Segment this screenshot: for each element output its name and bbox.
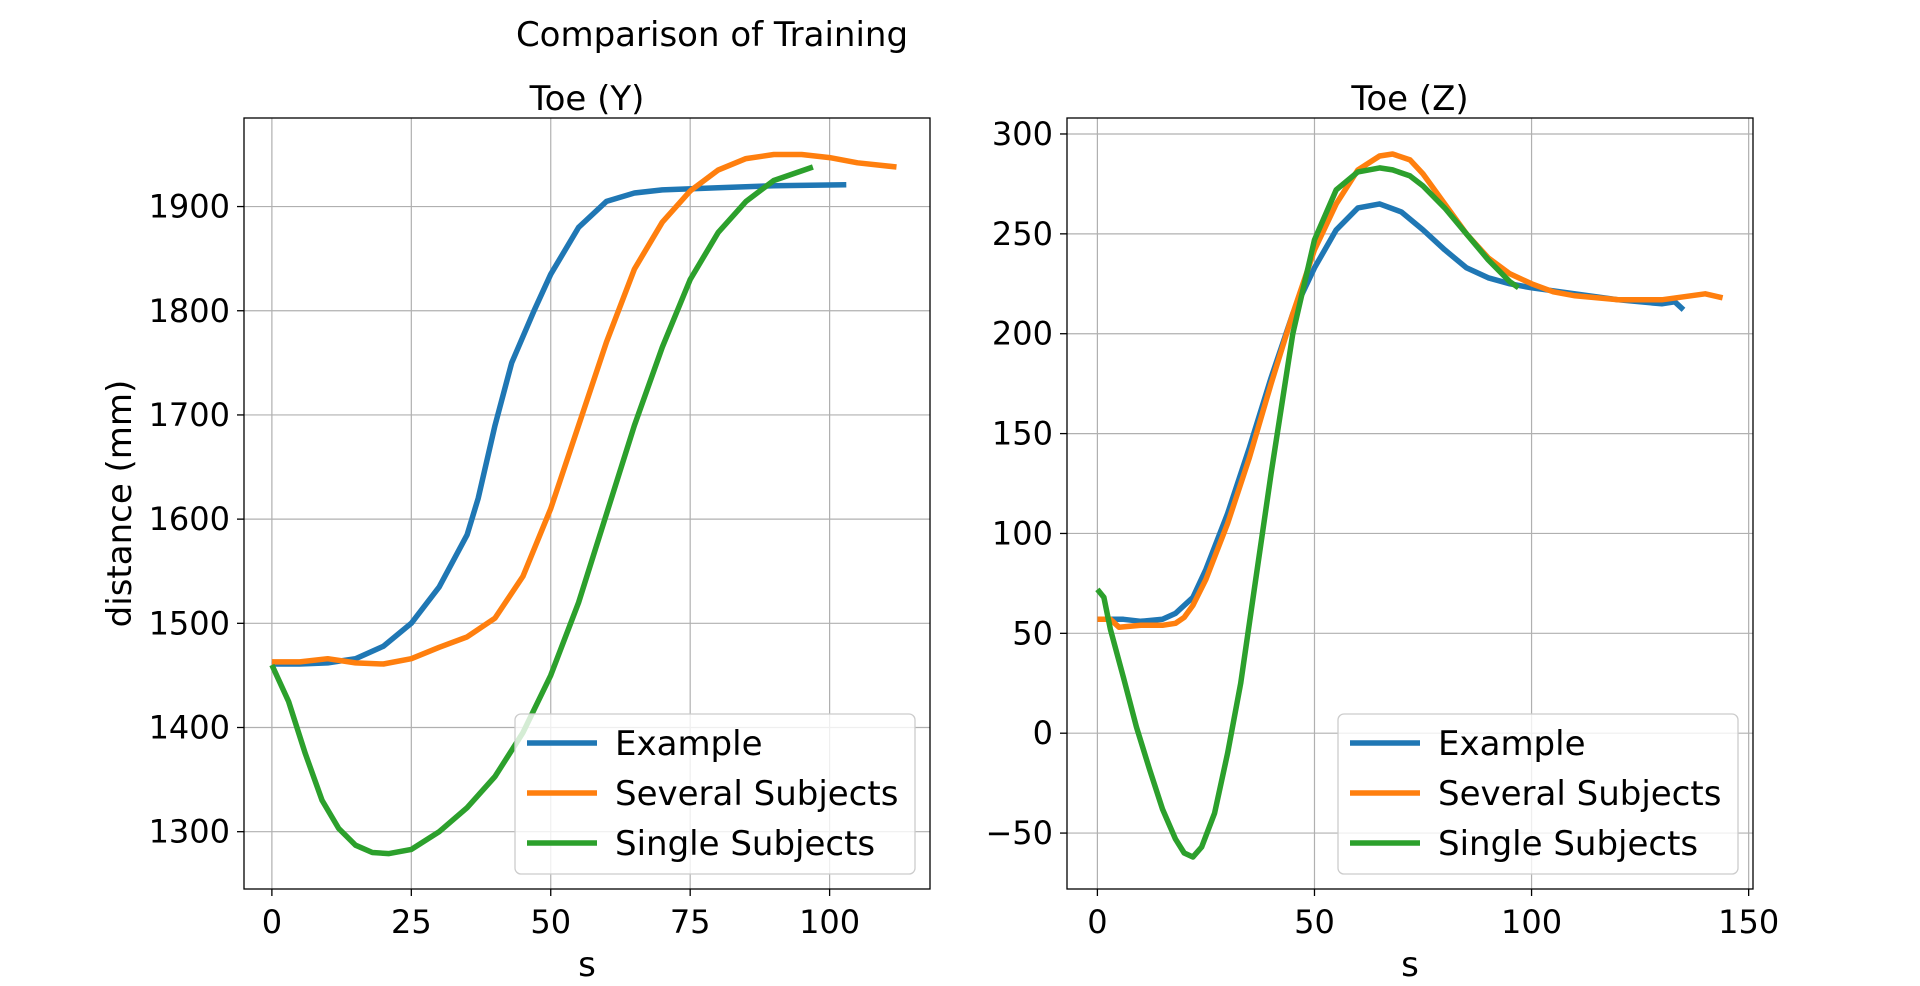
series-line-example [1097,201,1686,625]
y-tick-label: 300 [992,115,1053,153]
x-axis-label: s [578,945,596,985]
figure-title: Comparison of Training [516,15,908,55]
x-tick-label: 25 [391,903,432,941]
y-tick-label: 1800 [149,292,230,330]
x-tick-label: 0 [262,903,282,941]
x-tick-label: 50 [1294,903,1335,941]
y-tick-label: 250 [992,215,1053,253]
y-tick-label: 1500 [149,604,230,642]
y-tick-label: 1400 [149,709,230,747]
legend-label-several-subjects: Several Subjects [615,774,898,814]
y-tick-label: 100 [992,514,1053,552]
legend: Example Several Subjects Single Subjects [1337,713,1739,875]
legend-box [1337,713,1739,875]
subplot-toe-z: 0 50 100 150 −50 0 50 100 150 200 250 300 Toe (Z) s Ex… [985,79,1779,985]
y-tick-label: 150 [992,415,1053,453]
x-tick-label: 150 [1718,903,1779,941]
legend-label-single-subjects: Single Subjects [615,824,875,864]
x-tick-label: 75 [670,903,711,941]
subplot-toe-y: 0 25 50 75 100 1300 1400 1500 1600 1700 1800 1900 To… [100,79,931,985]
y-tick-label: 50 [1012,614,1053,652]
axes-frame [1066,117,1754,890]
axes-frame [243,117,931,890]
legend: Example Several Subjects Single Subjects [514,713,916,875]
legend-label-single-subjects: Single Subjects [1438,824,1698,864]
series-line-several-subjects [1097,151,1724,631]
x-tick-label: 100 [799,903,860,941]
y-tick-label: 0 [1033,714,1053,752]
subplot-title: Toe (Z) [1350,79,1468,119]
subplot-title: Toe (Y) [529,79,645,119]
y-axis-label: distance (mm) [100,380,140,628]
series-line-single-subjects [1095,165,1521,860]
y-tick-label: 1700 [149,396,230,434]
x-tick-label: 50 [530,903,571,941]
series-line-single-subjects [269,164,814,857]
legend-box [514,713,916,875]
x-tick-label: 0 [1087,903,1107,941]
legend-label-example: Example [1438,724,1586,764]
y-tick-label: 200 [992,315,1053,353]
y-tick-label: 1900 [149,188,230,226]
y-tick-label: 1600 [149,500,230,538]
y-tick-label: 1300 [149,813,230,851]
y-tick-label: −50 [985,814,1053,852]
x-tick-label: 100 [1501,903,1562,941]
x-axis-label: s [1401,945,1419,985]
legend-label-several-subjects: Several Subjects [1438,774,1721,814]
series-line-several-subjects [271,151,897,667]
series-line-example [271,181,847,667]
legend-label-example: Example [615,724,763,764]
